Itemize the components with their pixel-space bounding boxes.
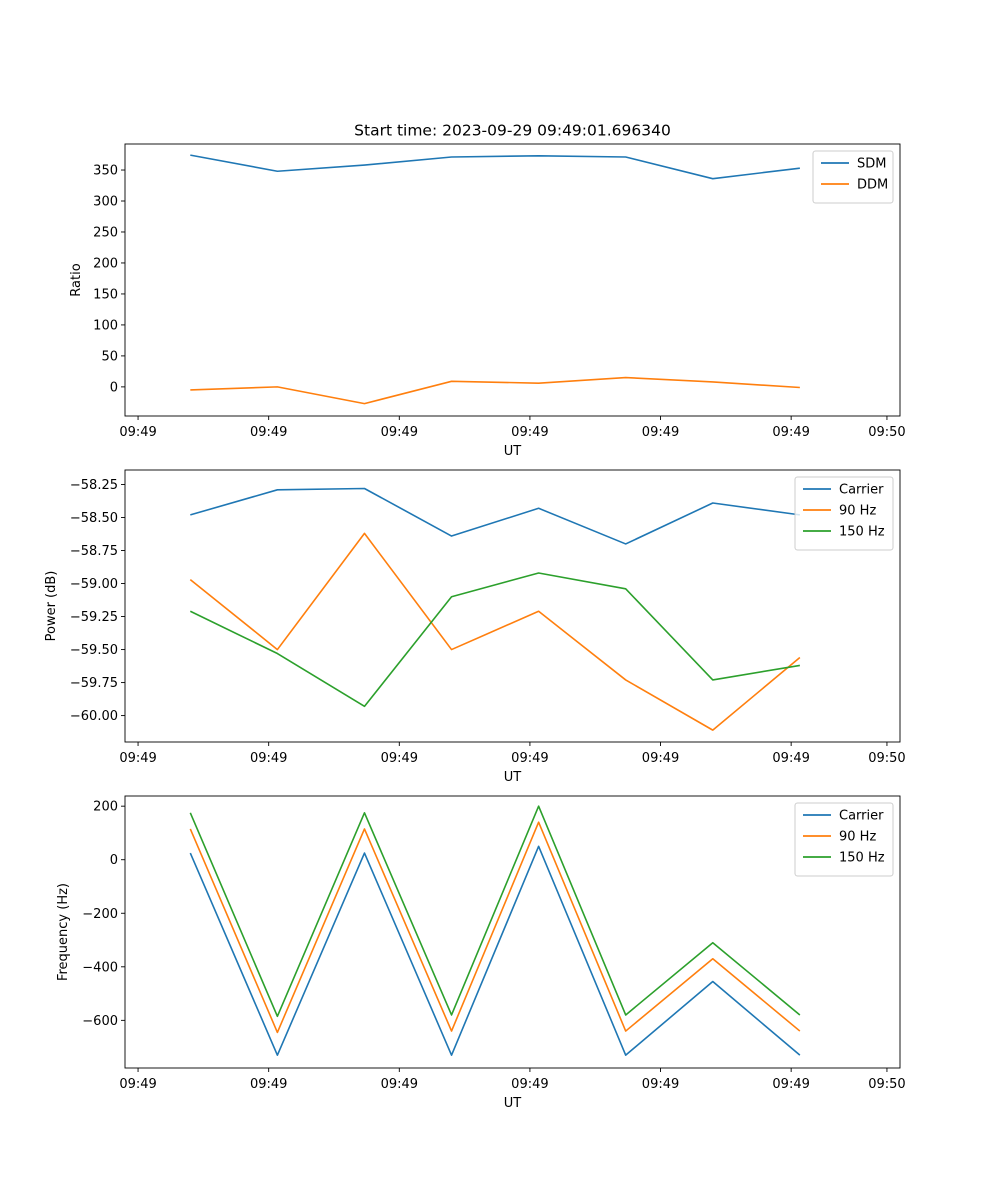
legend-label: 150 Hz [839,851,885,866]
y-tick-label: −58.75 [70,544,118,559]
x-tick-label: 09:49 [511,751,548,766]
x-tick-label: 09:49 [642,751,679,766]
x-tick-label: 09:49 [250,751,287,766]
x-tick-label: 09:49 [511,425,548,440]
legend-label: 150 Hz [839,525,885,540]
y-tick-label: −59.50 [70,643,118,658]
y-tick-label: 50 [101,349,118,364]
y-tick-label: −59.75 [70,676,118,691]
y-tick-label: 150 [93,287,118,302]
x-tick-label: 09:49 [381,1077,418,1092]
x-tick-label: 09:49 [381,425,418,440]
y-axis-label: Ratio [69,263,84,296]
series-line-ddm [190,376,800,405]
y-tick-label: −200 [82,907,118,922]
panels: 09:49 09:49 09:49 09:49 09:49 09:49 09:50 0 50 10… [44,143,906,1111]
chart-title: Start time: 2023-09-29 09:49:01.696340 [354,122,671,140]
x-tick-label: 09:50 [868,425,905,440]
axes-frame [124,143,901,417]
x-tick-label: 09:49 [119,751,156,766]
legend-label: Carrier [839,483,884,498]
x-tick-label: 09:49 [642,1077,679,1092]
legend-box [812,150,894,204]
legend-label: Carrier [839,809,884,824]
panel-1: 09:49 09:49 09:49 09:49 09:49 09:49 09:50 0 50 10… [69,143,906,459]
y-tick-label: 300 [93,195,118,210]
legend: Carrier 90 Hz 150 Hz [794,802,894,877]
legend-label: DDM [857,178,888,193]
x-tick-label: 09:49 [119,1077,156,1092]
x-tick-label: 09:50 [868,751,905,766]
x-tick-label: 09:49 [772,1077,809,1092]
x-tick-label: 09:49 [772,425,809,440]
legend-label: 90 Hz [839,830,876,845]
y-axis-label: Frequency (Hz) [56,883,71,981]
series-line-carrier [190,487,800,545]
y-tick-label: −58.50 [70,511,118,526]
x-tick-label: 09:49 [772,751,809,766]
y-tick-label: −400 [82,960,118,975]
series-line-150-hz [189,805,801,1018]
x-tick-label: 09:49 [250,1077,287,1092]
series-line-150-hz [189,572,800,708]
axes-frame [124,469,901,743]
y-tick-label: 100 [93,318,118,333]
legend: SDM DDM [812,150,894,204]
legend: Carrier 90 Hz 150 Hz [794,476,894,551]
y-tick-label: 200 [93,256,118,271]
y-tick-label: 0 [110,380,118,395]
y-tick-label: 200 [93,800,118,815]
series-line-90-hz [189,821,801,1034]
panel-2: 09:49 09:49 09:49 09:49 09:49 09:49 09:50 −60.0… [44,469,906,785]
x-tick-label: 09:49 [642,425,679,440]
series-line-90-hz [189,532,801,731]
panel-3: 09:49 09:49 09:49 09:49 09:49 09:49 09:50 −600 −… [56,795,906,1111]
y-axis-label: Power (dB) [44,571,59,642]
axes-frame [124,795,901,1069]
x-tick-label: 09:49 [511,1077,548,1092]
x-axis-label: UT [504,770,522,785]
y-tick-label: 250 [93,225,118,240]
y-tick-label: −59.25 [70,610,118,625]
series-line-carrier [189,845,801,1056]
y-tick-label: −59.00 [70,577,118,592]
x-tick-label: 09:49 [250,425,287,440]
y-tick-label: 350 [93,164,118,179]
x-axis-label: UT [504,444,522,459]
y-tick-label: 0 [110,853,118,868]
legend-label: 90 Hz [839,504,876,519]
y-tick-label: −58.25 [70,478,118,493]
legend-label: SDM [857,157,886,172]
series-line-sdm [190,154,800,180]
x-tick-label: 09:49 [119,425,156,440]
x-axis-label: UT [504,1096,522,1111]
y-tick-label: −600 [82,1014,118,1029]
y-tick-label: −60.00 [70,709,118,724]
x-tick-label: 09:49 [381,751,418,766]
x-tick-label: 09:50 [868,1077,905,1092]
